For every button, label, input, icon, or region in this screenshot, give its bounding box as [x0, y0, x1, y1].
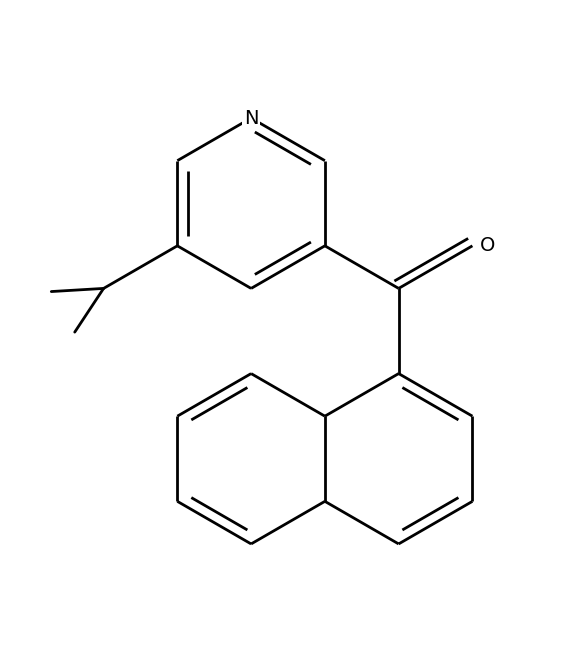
- Text: O: O: [480, 236, 495, 256]
- Text: N: N: [244, 109, 259, 128]
